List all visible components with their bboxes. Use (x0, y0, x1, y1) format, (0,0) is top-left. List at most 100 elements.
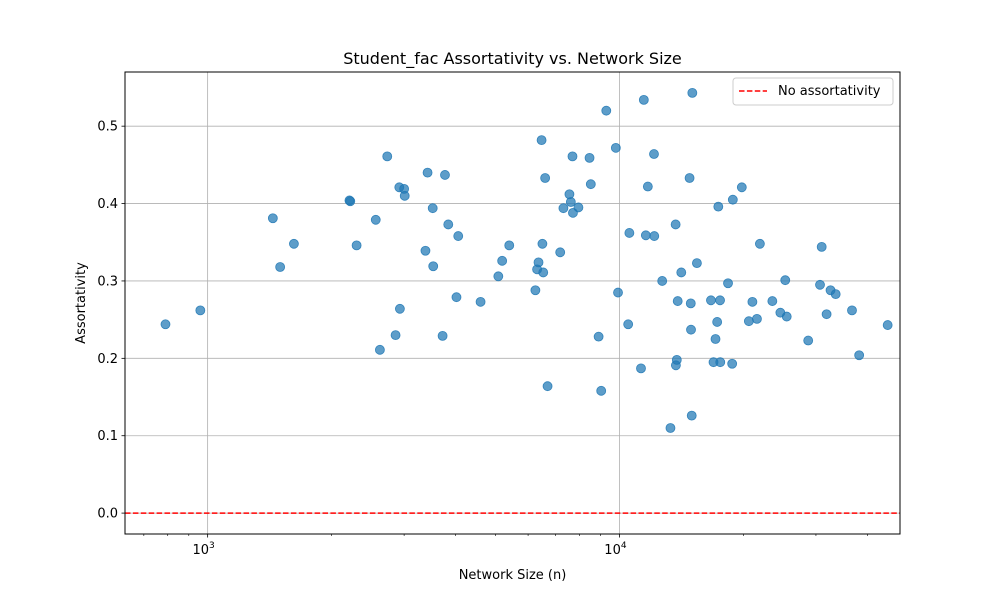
data-point (345, 196, 356, 207)
data-point (195, 305, 206, 316)
y-tick-label: 0.3 (97, 274, 118, 289)
data-point (596, 385, 607, 396)
data-point (686, 410, 697, 421)
data-point (536, 135, 547, 146)
data-point (504, 240, 515, 251)
data-point (624, 228, 635, 238)
data-point (815, 279, 825, 290)
data-point (752, 313, 762, 324)
data-point (727, 194, 738, 205)
data-point (706, 295, 716, 306)
data-point (816, 241, 827, 252)
data-point (584, 152, 595, 163)
data-point (712, 317, 723, 327)
data-point (713, 201, 724, 212)
data-point (665, 423, 676, 433)
data-point (723, 278, 733, 289)
y-axis-label: Assortativity (74, 262, 89, 344)
data-point (538, 267, 549, 278)
data-point (671, 354, 682, 365)
data-point (649, 231, 660, 241)
data-point (755, 238, 765, 249)
data-point (533, 257, 544, 268)
data-point (781, 311, 792, 322)
data-point (710, 334, 721, 344)
data-point (642, 181, 653, 192)
y-tick-label: 0.0 (97, 507, 118, 522)
data-point (585, 179, 596, 190)
data-point (640, 230, 651, 241)
data-point (382, 151, 393, 162)
y-tick-label: 0.5 (97, 120, 118, 135)
data-point (428, 261, 439, 272)
data-point (676, 267, 687, 278)
y-tick-label: 0.1 (97, 429, 118, 444)
data-point (638, 94, 649, 105)
data-point (601, 105, 612, 116)
data-point (649, 149, 659, 159)
data-point (687, 87, 698, 98)
data-point (747, 296, 758, 307)
data-point (530, 285, 541, 296)
x-tick-exponent: 4 (621, 541, 627, 551)
plot-area-frame (124, 71, 901, 535)
data-point (610, 142, 621, 153)
data-point (613, 287, 623, 298)
data-point (351, 240, 362, 251)
data-point (493, 271, 504, 282)
data-point (275, 262, 286, 272)
data-point (427, 203, 438, 214)
data-point (289, 238, 299, 249)
data-point (453, 231, 464, 241)
data-point (475, 296, 486, 307)
y-tick-label: 0.4 (97, 197, 118, 212)
data-point (882, 320, 893, 330)
data-point (537, 238, 548, 249)
data-point (780, 275, 791, 286)
data-point (736, 182, 747, 193)
data-point (440, 170, 450, 180)
legend: No assortativity (732, 77, 894, 106)
chart-title: Student_fac Assortativity vs. Network Si… (343, 49, 682, 69)
data-point (684, 173, 695, 183)
x-tick-exponent: 3 (209, 541, 215, 551)
y-tick-label: 0.2 (97, 352, 118, 367)
data-point (830, 289, 841, 300)
data-point (443, 219, 454, 230)
data-point (685, 298, 696, 309)
data-point (657, 276, 668, 286)
data-point (390, 330, 401, 341)
x-axis-label: Network Size (n) (459, 568, 567, 583)
legend-label: No assortativity (778, 84, 881, 99)
data-point (623, 319, 634, 330)
data-point (399, 190, 410, 201)
data-point (540, 173, 551, 183)
data-point (451, 292, 462, 303)
data-point (555, 247, 566, 258)
data-point (567, 151, 578, 162)
data-point (497, 255, 508, 266)
data-point (542, 381, 553, 392)
data-point (767, 296, 778, 306)
data-point (854, 350, 865, 361)
data-point (715, 295, 725, 306)
data-point (422, 167, 433, 178)
data-point (267, 213, 278, 224)
data-points (160, 87, 893, 433)
data-point (558, 203, 569, 214)
data-point (692, 258, 702, 269)
data-point (715, 357, 726, 368)
legend-box (732, 77, 894, 106)
data-point (803, 335, 814, 346)
data-point (636, 363, 646, 374)
data-point (743, 316, 754, 327)
data-point (394, 303, 405, 314)
data-point (573, 202, 584, 213)
data-point (370, 214, 381, 225)
data-point (847, 305, 857, 316)
data-point (686, 324, 696, 335)
data-point (672, 296, 683, 306)
data-point (160, 319, 171, 330)
